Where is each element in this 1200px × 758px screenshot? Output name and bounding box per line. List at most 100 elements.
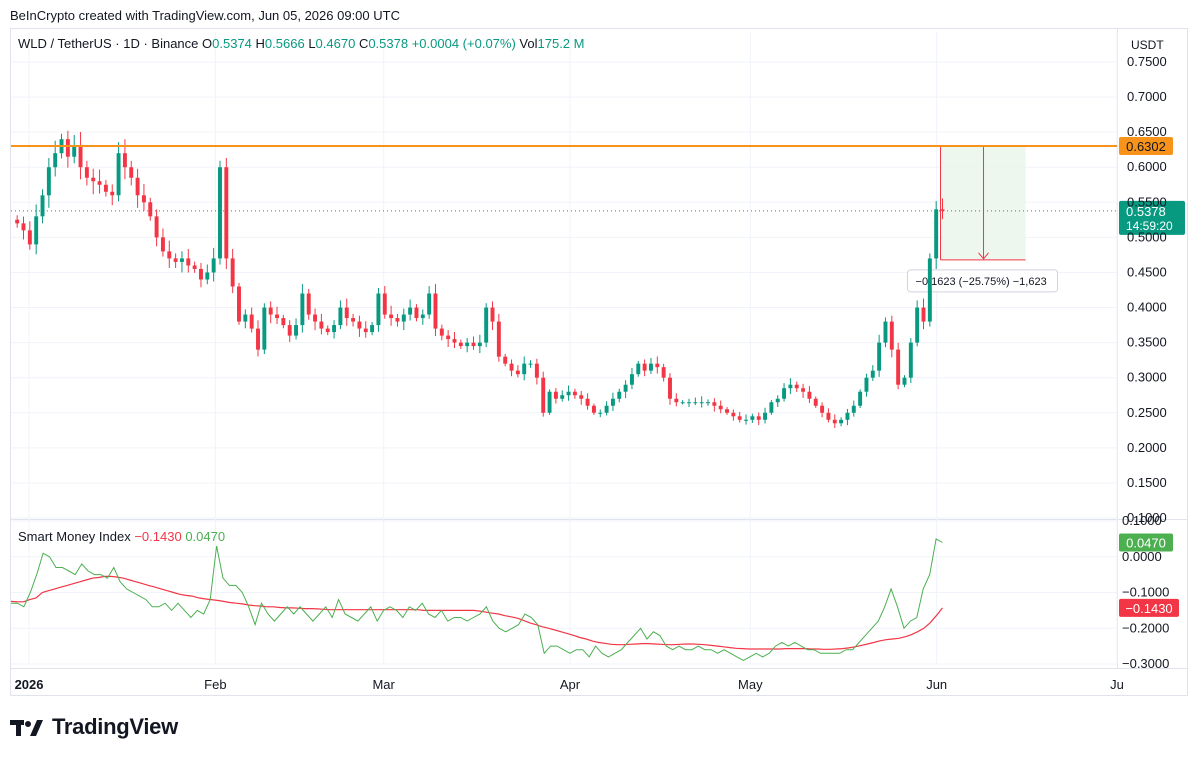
candle-body (585, 398, 590, 406)
smi-line (11, 538, 943, 661)
volume-label: Vol (519, 36, 538, 51)
candle-body (528, 363, 533, 365)
candle-body (604, 405, 609, 413)
countdown-text: 14:59:20 (1126, 219, 1173, 233)
candle-body (376, 293, 381, 326)
price-tick-label: 0.1500 (1127, 475, 1167, 490)
candle-body (154, 216, 159, 238)
candle-body (199, 268, 203, 280)
smi-tick-label: 0.1000 (1122, 513, 1162, 528)
tradingview-icon (10, 720, 43, 736)
candle-body (135, 177, 140, 196)
candle-body (756, 416, 761, 420)
candle-body (687, 402, 691, 404)
candle-body (940, 209, 945, 211)
candle-body (401, 314, 406, 322)
candle-body (420, 314, 425, 319)
candle-body (300, 293, 305, 326)
change-value: +0.0004 (+0.07%) (411, 36, 516, 51)
price-tick-label: 0.5500 (1127, 194, 1167, 209)
time-tick-label: May (738, 677, 763, 692)
candle-body (173, 258, 178, 262)
candle-body (870, 370, 875, 378)
candle-body (427, 293, 432, 315)
candle-body (680, 402, 685, 404)
smi-name[interactable]: Smart Money Index (18, 529, 131, 544)
candle-body (915, 307, 920, 343)
price-tick-label: 0.3000 (1127, 370, 1167, 385)
candle-body (883, 321, 888, 343)
tradingview-logo: TradingView (10, 714, 178, 740)
currency-label[interactable]: USDT (1131, 38, 1164, 52)
smi-signal-line (10, 575, 943, 650)
candle-body (649, 363, 653, 371)
candle-body (477, 342, 482, 347)
time-tick-label: Mar (372, 677, 395, 692)
candle-body (160, 237, 165, 252)
chart-credit: BeInCrypto created with TradingView.com,… (10, 8, 400, 23)
candle-body (934, 209, 939, 259)
candle-body (655, 363, 660, 368)
candle-body (642, 363, 647, 371)
smi-legend: Smart Money Index −0.1430 0.0470 (18, 529, 225, 544)
projection-label-text: −0.1623 (−25.75%) −1,623 (916, 276, 1047, 288)
candle-body (281, 318, 286, 326)
candle-body (515, 370, 520, 375)
candle-body (458, 342, 463, 347)
candle-body (484, 307, 489, 343)
candle-body (256, 328, 260, 350)
candle-body (801, 388, 806, 392)
candle-body (813, 398, 818, 406)
price-tick-label: 0.5000 (1127, 229, 1167, 244)
candle-body (192, 265, 197, 269)
candle-body (541, 377, 546, 413)
open-label: O (202, 36, 213, 51)
candle-body (591, 405, 596, 413)
low-value: 0.4670 (315, 36, 356, 51)
candle-body (509, 363, 514, 371)
candle-body (820, 405, 825, 413)
candle-body (338, 307, 343, 326)
candle-body (636, 363, 641, 375)
candle-body (122, 153, 127, 168)
candle-body (129, 167, 134, 178)
candle-body (668, 377, 672, 399)
smi-signal-tag (1119, 598, 1179, 617)
close-value: 0.5378 (368, 36, 409, 51)
candle-body (110, 191, 115, 196)
symbol-label[interactable]: WLD / TetherUS · 1D · Binance (18, 36, 199, 51)
smi-value-tag-text: 0.0470 (1126, 535, 1166, 550)
candle-body (877, 342, 882, 371)
candle-body (617, 391, 622, 399)
candle-body (465, 342, 470, 347)
time-tick-label: Ju (1110, 677, 1124, 692)
candle-body (471, 342, 476, 347)
candle-body (72, 146, 77, 157)
candle-body (794, 384, 799, 389)
candle-body (731, 412, 736, 417)
candle-body (579, 395, 584, 399)
time-tick-label: Apr (560, 677, 581, 692)
candle-body (896, 349, 901, 385)
candle-body (864, 377, 869, 392)
candle-body (706, 402, 710, 404)
candle-body (34, 216, 39, 245)
smi-value-tag (1119, 533, 1173, 552)
candle-body (357, 321, 362, 329)
price-tick-label: 0.4500 (1127, 264, 1167, 279)
candle-body (395, 318, 400, 322)
candle-body (230, 258, 235, 287)
candle-body (889, 321, 894, 350)
candle-body (674, 398, 679, 403)
candle-body (750, 416, 755, 420)
candle-body (522, 363, 527, 375)
price-tick-label: 0.6500 (1127, 124, 1167, 139)
candle-body (186, 258, 191, 266)
smi-tick-label: −0.3000 (1122, 656, 1169, 671)
candle-body (287, 325, 292, 336)
candle-body (84, 167, 89, 178)
candle-body (414, 307, 419, 319)
candle-body (27, 230, 32, 245)
candle-body (610, 398, 615, 406)
